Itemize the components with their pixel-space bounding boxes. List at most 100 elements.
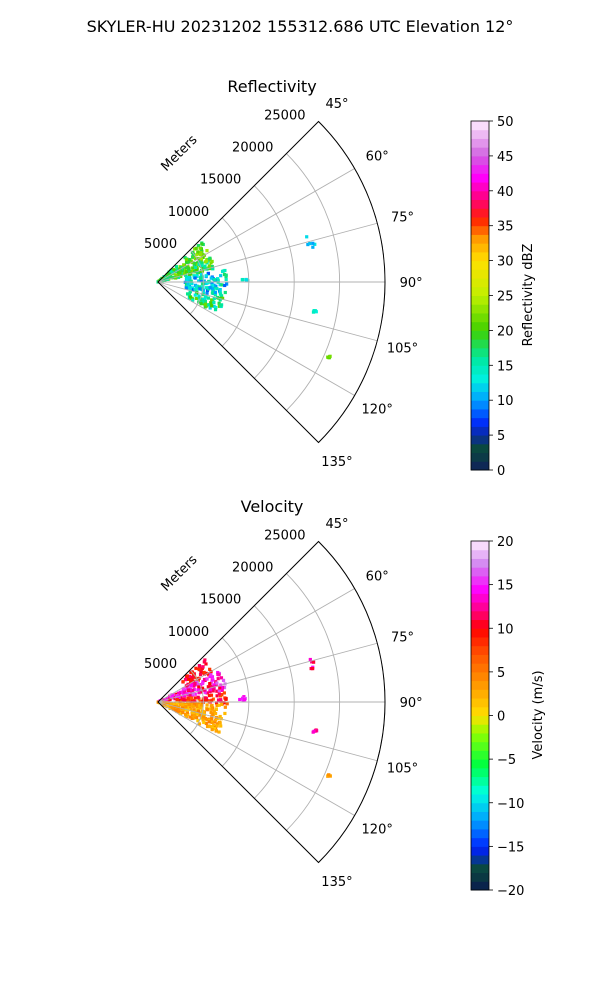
echo-gate: [171, 275, 176, 279]
colorbar-segment: [471, 828, 489, 839]
echo-gate: [191, 692, 196, 696]
echo-gate: [186, 696, 190, 700]
echo-gate: [169, 702, 174, 706]
colorbar-segment: [471, 680, 489, 690]
azimuth-tick-label: 60°: [366, 569, 389, 584]
echo-gate: [199, 690, 203, 694]
echo-gate: [212, 723, 216, 728]
echo-gate: [203, 264, 207, 268]
echo-gate: [217, 692, 221, 696]
echo-gate: [186, 688, 191, 692]
echo-gate: [191, 673, 196, 677]
echo-gate: [214, 701, 219, 705]
echo-gate: [165, 276, 169, 280]
echo-gate: [184, 705, 188, 709]
echo-gate: [165, 700, 169, 705]
echo-gate: [207, 673, 211, 677]
colorbar-segment: [471, 794, 489, 804]
azimuth-gridline: [157, 281, 355, 396]
echo-gate: [208, 685, 213, 689]
echo-gate: [220, 269, 225, 274]
echo-gate: [219, 676, 224, 680]
echo-gate: [199, 668, 203, 672]
echo-gate: [201, 290, 205, 294]
range-tick-label: 20000: [232, 561, 273, 576]
echo-gate: [218, 694, 223, 698]
echo-gate: [209, 725, 213, 729]
echo-gate: [202, 688, 206, 692]
azimuth-tick-label: 75°: [391, 210, 414, 225]
echo-gate: [189, 279, 193, 283]
echo-gate: [214, 305, 218, 310]
velocity-panel: Velocity 45°60°75°90°105°120°135°5000100…: [144, 497, 546, 899]
echo-gate: [173, 269, 177, 274]
echo-gate: [210, 675, 215, 679]
colorbar-segment: [471, 541, 489, 551]
echo-gate: [193, 265, 198, 270]
echo-gate: [212, 727, 217, 731]
echo-gate: [182, 690, 186, 694]
echo-gate: [197, 294, 201, 298]
velocity-echo-layer: [156, 657, 332, 778]
azimuth-gridline: [157, 168, 355, 283]
echo-gate: [199, 279, 203, 283]
echo-gate: [311, 730, 315, 734]
range-tick-label: 15000: [200, 173, 241, 188]
colorbar-tick-label: 15: [497, 359, 514, 374]
colorbar-segment: [471, 759, 489, 769]
echo-gate: [205, 691, 210, 695]
echo-gate: [183, 695, 187, 699]
echo-gate: [190, 255, 195, 259]
echo-gate: [204, 721, 208, 726]
colorbar-segment: [471, 234, 489, 244]
echo-gate: [186, 712, 190, 717]
echo-gate: [198, 712, 202, 717]
azimuth-tick-label: 60°: [366, 149, 389, 164]
echo-gate: [223, 705, 227, 709]
echo-gate: [198, 246, 202, 250]
echo-gate: [313, 242, 317, 246]
echo-gate: [196, 702, 200, 706]
reflectivity-title: Reflectivity: [227, 77, 316, 96]
echo-gate: [196, 271, 200, 275]
echo-gate: [244, 278, 249, 283]
colorbar-segment: [471, 715, 489, 725]
colorbar-segment: [471, 567, 489, 577]
echo-gate: [181, 687, 186, 691]
echo-gate: [191, 252, 196, 257]
echo-gate: [219, 294, 224, 298]
colorbar-tick-label: 35: [497, 220, 514, 235]
echo-gate: [203, 297, 207, 301]
echo-gate: [170, 271, 175, 275]
echo-gate: [212, 720, 217, 724]
colorbar-segment: [471, 216, 489, 227]
colorbar-segment: [471, 846, 489, 856]
colorbar-tick-label: 0: [497, 710, 505, 725]
echo-gate: [179, 696, 183, 700]
colorbar-tick-label: 20: [497, 324, 514, 339]
echo-gate: [191, 688, 195, 692]
colorbar-segment: [471, 628, 489, 638]
echo-gate: [200, 261, 204, 265]
echo-gate: [195, 296, 199, 300]
echo-gate: [210, 720, 214, 725]
echo-gate: [210, 298, 214, 302]
echo-gate: [191, 710, 195, 714]
echo-gate: [210, 291, 214, 295]
echo-gate: [211, 689, 215, 693]
echo-gate: [204, 698, 208, 702]
colorbar-tick-label: 10: [497, 394, 514, 409]
colorbar-segment: [471, 872, 489, 882]
echo-gate: [327, 773, 331, 777]
colorbar-segment: [471, 724, 489, 734]
reflectivity-panel: Reflectivity 45°60°75°90°105°120°135°500…: [144, 77, 536, 479]
echo-gate: [210, 698, 214, 702]
colorbar-segment: [471, 654, 489, 664]
echo-gate: [207, 693, 211, 698]
azimuth-gridline: [157, 588, 355, 703]
echo-gate: [181, 710, 185, 715]
echo-gate: [196, 250, 200, 254]
echo-gate: [183, 256, 187, 260]
echo-gate: [206, 281, 210, 285]
